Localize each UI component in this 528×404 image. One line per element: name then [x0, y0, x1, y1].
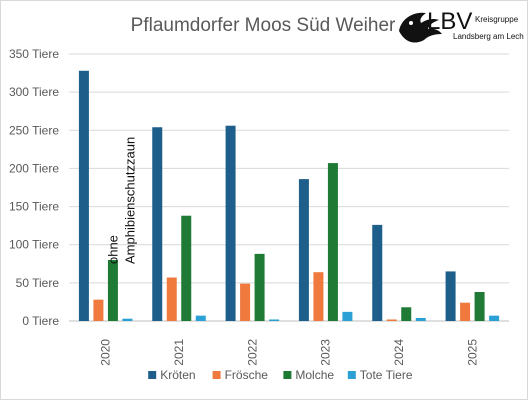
bar: [195, 315, 206, 321]
bar: [372, 224, 383, 321]
x-tick-label: 2022: [245, 339, 259, 366]
bar: [269, 319, 280, 321]
gridlines: [69, 53, 509, 322]
y-tick-label: 150 Tiere: [9, 200, 59, 214]
bar: [401, 307, 412, 321]
bar: [122, 318, 133, 321]
bar: [107, 259, 118, 321]
y-tick-label: 300 Tiere: [9, 85, 59, 99]
legend-label: Molche: [295, 368, 334, 382]
bar: [298, 179, 309, 321]
legend-swatch: [148, 371, 157, 379]
legend-swatch: [347, 371, 356, 379]
bar: [225, 125, 236, 321]
y-tick-label: 50 Tiere: [16, 276, 60, 290]
y-tick-label: 250 Tiere: [9, 123, 59, 137]
y-tick-label: 100 Tiere: [9, 238, 59, 252]
x-tick-label: 2024: [392, 339, 406, 366]
legend-label: Kröten: [160, 368, 195, 382]
legend-label: Frösche: [225, 368, 269, 382]
y-tick-label: 350 Tiere: [9, 47, 59, 61]
annotation-line-2: Amphibienschutzzaun: [123, 137, 138, 264]
bar: [240, 283, 251, 321]
legend-swatch: [283, 371, 292, 379]
bar: [415, 317, 426, 321]
legend-label: Tote Tiere: [360, 368, 413, 382]
bar: [78, 70, 89, 321]
y-tick-label: 0 Tiere: [22, 314, 59, 328]
legend-swatch: [212, 371, 221, 379]
eagle-icon: [399, 12, 442, 43]
x-tick-label: 2020: [99, 339, 113, 366]
legend: Kröten Frösche Molche Tote Tiere: [148, 368, 413, 382]
bar: [474, 292, 485, 321]
chart-title: Pflaumdorfer Moos Süd Weiher: [131, 15, 396, 36]
bar: [445, 271, 456, 321]
bar: [254, 253, 265, 321]
y-tick-label: 200 Tiere: [9, 161, 59, 175]
x-tick-label: 2021: [172, 339, 186, 366]
bars: [78, 70, 500, 321]
bar: [342, 311, 353, 321]
logo-sub2: Landsberg am Lech: [453, 32, 524, 41]
bar: [489, 315, 500, 321]
lbv-logo: LBV Kreisgruppe Landsberg am Lech: [399, 8, 524, 43]
bar: [166, 277, 177, 321]
annotation-line-1: ohne: [106, 235, 121, 264]
y-axis-tick-labels: 0 Tiere 50 Tiere 100 Tiere 150 Tiere 200 Tie…: [9, 47, 59, 328]
bar: [152, 127, 163, 321]
bar: [386, 319, 397, 321]
logo-text: LBV: [427, 8, 472, 35]
x-tick-label: 2025: [465, 339, 479, 366]
bar: [327, 163, 338, 321]
x-axis-tick-labels: 2020 2021 2022 2023 2024 2025: [99, 339, 480, 366]
logo-sub1: Kreisgruppe: [475, 15, 519, 24]
bar: [313, 272, 324, 321]
bar: [181, 215, 192, 321]
bar: [460, 302, 471, 321]
x-tick-label: 2023: [319, 339, 333, 366]
bar: [93, 299, 104, 321]
